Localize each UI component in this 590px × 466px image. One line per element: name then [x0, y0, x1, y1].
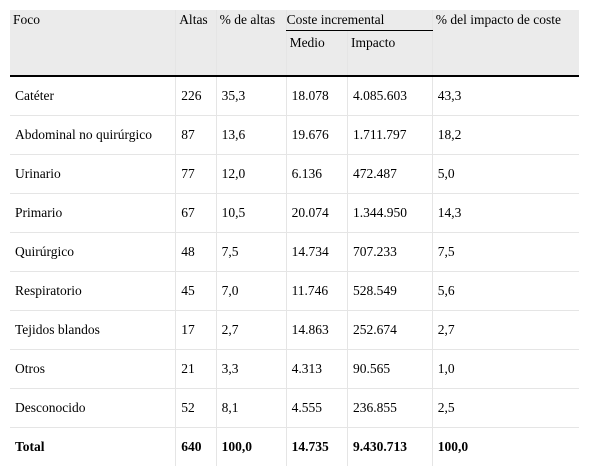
cell-altas: 87	[176, 116, 216, 155]
group-header-coste-incremental: Coste incremental	[286, 10, 432, 31]
cell-pct-impacto: 2,7	[432, 311, 579, 350]
header-pct-altas: % de altas	[220, 10, 283, 30]
cell-pct-impacto: 5,0	[432, 155, 579, 194]
cell-pct-altas: 2,7	[216, 311, 286, 350]
cell-pct-impacto: 5,6	[432, 272, 579, 311]
cell-pct-impacto: 18,2	[432, 116, 579, 155]
cell-impacto: 472.487	[348, 155, 433, 194]
cell-altas: 77	[176, 155, 216, 194]
header-foco: Foco	[13, 10, 40, 30]
header-pct-impacto: % del impacto de coste	[436, 10, 576, 30]
cell-pct-altas: 35,3	[216, 76, 286, 116]
cell-impacto: 1.344.950	[348, 194, 433, 233]
cell-impacto: 252.674	[348, 311, 433, 350]
cell-impacto: 90.565	[348, 350, 433, 389]
cell-medio: 19.676	[286, 116, 347, 155]
cell-altas: 21	[176, 350, 216, 389]
cell-pct-impacto: 1,0	[432, 350, 579, 389]
cell-impacto: 528.549	[348, 272, 433, 311]
header-medio: Medio	[286, 31, 347, 77]
cell-altas: 226	[176, 76, 216, 116]
cell-foco: Primario	[10, 194, 176, 233]
cell-pct-impacto: 2,5	[432, 389, 579, 428]
cell-altas: 52	[176, 389, 216, 428]
cell-pct-altas: 7,5	[216, 233, 286, 272]
cell-foco: Abdominal no quirúrgico	[10, 116, 176, 155]
header-altas: Altas	[179, 12, 208, 27]
cell-medio: 6.136	[286, 155, 347, 194]
cell-foco: Catéter	[10, 76, 176, 116]
cell-impacto: 707.233	[348, 233, 433, 272]
cell-pct-impacto: 14,3	[432, 194, 579, 233]
total-pct-impacto: 100,0	[432, 428, 579, 466]
cell-medio: 18.078	[286, 76, 347, 116]
cell-altas: 48	[176, 233, 216, 272]
cell-pct-altas: 7,0	[216, 272, 286, 311]
cell-pct-altas: 13,6	[216, 116, 286, 155]
cell-medio: 4.555	[286, 389, 347, 428]
cell-medio: 14.734	[286, 233, 347, 272]
cell-medio: 11.746	[286, 272, 347, 311]
cell-medio: 20.074	[286, 194, 347, 233]
cell-altas: 45	[176, 272, 216, 311]
total-foco: Total	[10, 428, 176, 466]
cell-medio: 14.863	[286, 311, 347, 350]
header-impacto: Impacto	[348, 31, 433, 77]
cell-foco: Desconocido	[10, 389, 176, 428]
cell-impacto: 1.711.797	[348, 116, 433, 155]
cell-impacto: 236.855	[348, 389, 433, 428]
total-altas: 640	[176, 428, 216, 466]
cell-altas: 67	[176, 194, 216, 233]
cell-medio: 4.313	[286, 350, 347, 389]
cell-altas: 17	[176, 311, 216, 350]
cell-foco: Otros	[10, 350, 176, 389]
cell-impacto: 4.085.603	[348, 76, 433, 116]
cost-table: Coste incremental Foco Altas % de altas …	[10, 10, 579, 466]
total-impacto: 9.430.713	[348, 428, 433, 466]
cell-pct-altas: 8,1	[216, 389, 286, 428]
cell-pct-altas: 12,0	[216, 155, 286, 194]
cell-pct-impacto: 43,3	[432, 76, 579, 116]
total-pct-altas: 100,0	[216, 428, 286, 466]
cell-pct-altas: 10,5	[216, 194, 286, 233]
total-medio: 14.735	[286, 428, 347, 466]
cell-foco: Quirúrgico	[10, 233, 176, 272]
cell-foco: Urinario	[10, 155, 176, 194]
cell-foco: Respiratorio	[10, 272, 176, 311]
cell-foco: Tejidos blandos	[10, 311, 176, 350]
cell-pct-altas: 3,3	[216, 350, 286, 389]
cell-pct-impacto: 7,5	[432, 233, 579, 272]
